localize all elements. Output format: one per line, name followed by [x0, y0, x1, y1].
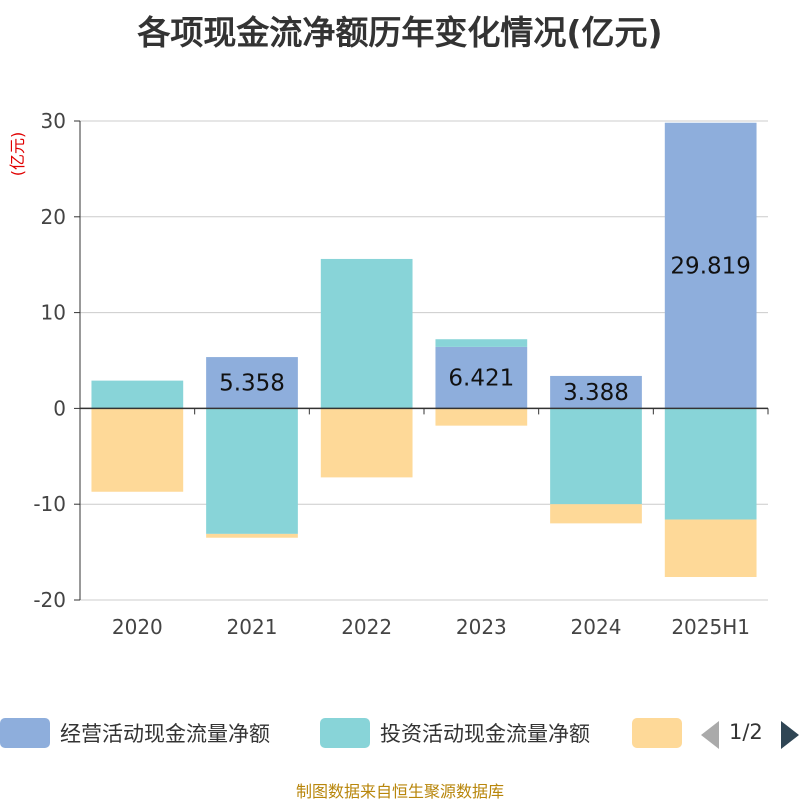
y-tick-label: 30 — [41, 109, 66, 133]
y-tick-label: -20 — [33, 588, 66, 612]
data-label: 6.421 — [448, 366, 514, 392]
legend-label-investing: 投资活动现金流量净额 — [380, 722, 590, 746]
legend-item-operating[interactable]: 经营活动现金流量净额 — [0, 718, 270, 748]
bar-series-1-2024 — [550, 408, 642, 505]
legend: 经营活动现金流量净额 投资活动现金流量净额 1/2 — [0, 712, 800, 756]
y-tick-label: 20 — [41, 205, 66, 229]
x-tick-label: 2024 — [571, 615, 622, 639]
bar-series-0-2023 — [435, 346, 528, 409]
legend-label-operating: 经营活动现金流量净额 — [60, 722, 270, 746]
x-tick-label: 2025H1 — [671, 615, 750, 639]
data-label: 29.819 — [670, 254, 750, 280]
bar-series-2-2020 — [91, 408, 184, 492]
legend-page-indicator: 1/2 — [729, 720, 763, 744]
bar-series-0-2025H1 — [664, 122, 757, 409]
y-tick-label: 10 — [41, 301, 66, 325]
legend-next-page-icon[interactable] — [781, 721, 799, 749]
x-tick-label: 2022 — [341, 615, 392, 639]
y-tick-label: 0 — [53, 396, 66, 420]
data-label: 5.358 — [219, 371, 285, 397]
data-label: 3.388 — [563, 380, 629, 406]
bar-series-1-2020 — [91, 380, 184, 409]
chart-title: 各项现金流净额历年变化情况(亿元) — [137, 13, 663, 52]
legend-swatch-operating — [0, 718, 50, 748]
x-tick-label: 2020 — [112, 615, 163, 639]
bars — [91, 122, 757, 578]
bar-series-1-2025H1 — [664, 408, 757, 520]
bar-series-0-2021 — [206, 357, 298, 409]
x-tick-label: 2021 — [227, 615, 278, 639]
bar-series-1-2022 — [320, 258, 413, 409]
bar-series-2-2024 — [550, 504, 642, 524]
bar-series-1-2021 — [206, 408, 298, 534]
legend-swatch-financing — [632, 718, 682, 748]
bar-series-2-2023 — [435, 408, 528, 426]
bar-series-2-2022 — [320, 408, 413, 478]
bar-series-2-2021 — [206, 533, 298, 538]
legend-prev-page-icon[interactable] — [701, 721, 719, 749]
data-source-note: 制图数据来自恒生聚源数据库 — [295, 782, 504, 801]
bar-series-1-2023 — [435, 339, 528, 347]
legend-item-financing[interactable] — [632, 718, 692, 748]
bar-chart: 30 20 10 0 -10 -20 2020 2021 2022 2023 2024 2025H1 5… — [33, 109, 769, 639]
legend-item-investing[interactable]: 投资活动现金流量净额 — [320, 718, 590, 748]
bar-series-0-2024 — [550, 375, 642, 409]
bar-series-2-2025H1 — [664, 519, 757, 578]
legend-swatch-investing — [320, 718, 370, 748]
x-tick-label: 2023 — [456, 615, 507, 639]
y-tick-label: -10 — [33, 492, 66, 516]
